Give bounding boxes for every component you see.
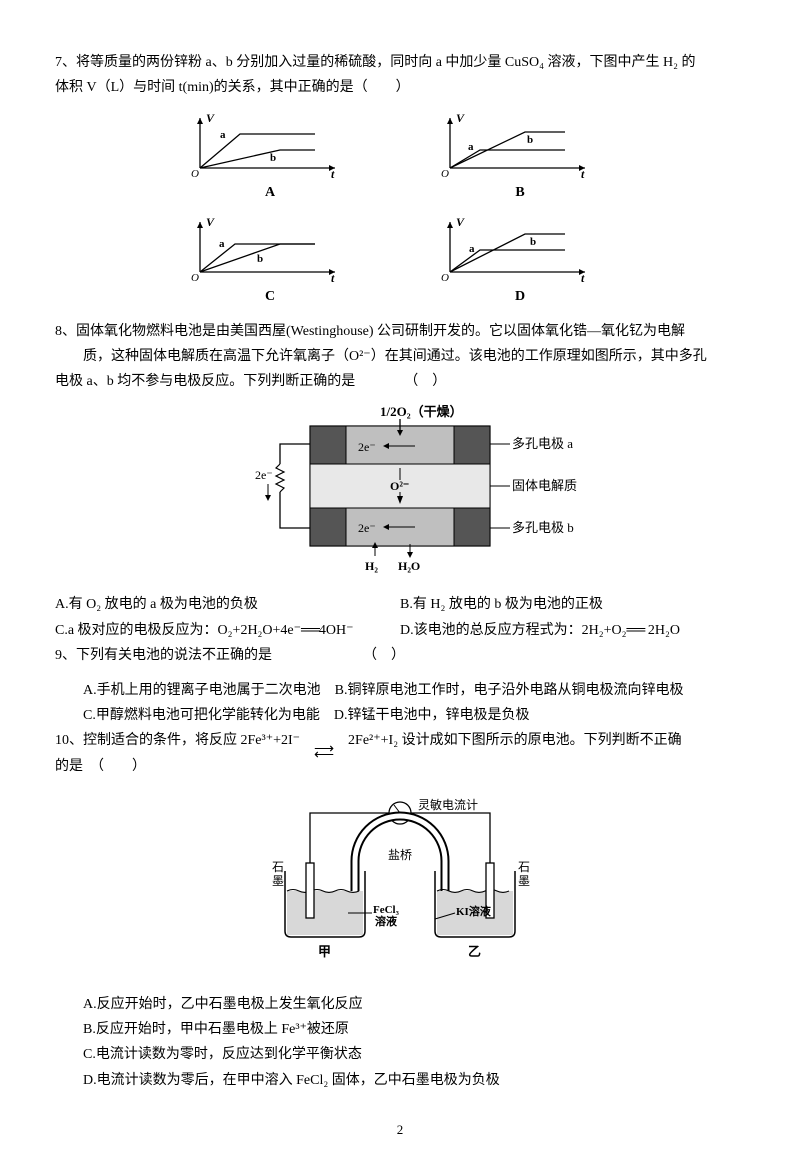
label-fecl3-sol: 溶液 <box>375 914 398 928</box>
label-right-el1: 石 <box>518 860 530 874</box>
label-left-el2: 墨 <box>272 874 284 888</box>
q7-num: 7、 <box>55 55 76 70</box>
svg-text:t: t <box>581 271 585 284</box>
q10-optB: B.反应开始时，甲中石墨电极上 Fe³⁺被还原 <box>55 1017 745 1042</box>
graph-label-C: C <box>165 284 375 309</box>
q7-graphs: V t O a b A V t O a b B <box>165 110 625 308</box>
label-left-2e: 2e⁻ <box>255 468 273 482</box>
q10-num: 10、 <box>55 733 83 748</box>
q9-options-row2: C.甲醇燃料电池可把化学能转化为电能 D.锌锰干电池中，锌电极是负极 <box>55 703 745 728</box>
q10-optA: A.反应开始时，乙中石墨电极上发生氧化反应 <box>55 992 745 1017</box>
q9-optD: D.锌锰干电池中，锌电极是负极 <box>334 708 530 723</box>
q10-stem-1a: 控制适合的条件，将反应 2Fe³⁺+2I⁻ <box>83 733 300 748</box>
q8-stem-2: 质，这种固体电解质在高温下允许氧离子（O²⁻）在其间通过。该电池的工作原理如图所… <box>55 349 707 364</box>
q9-optC: C.甲醇燃料电池可把化学能转化为电能 <box>83 708 320 723</box>
svg-text:O: O <box>191 272 199 284</box>
q9-optB: B.铜锌原电池工作时，电子沿外电路从铜电极流向锌电极 <box>335 683 684 698</box>
q8-diagram: 1/2O₂（干燥） 2e⁻ O²⁻ 2e⁻ H₂ H₂O <box>55 404 745 583</box>
svg-text:V: V <box>456 111 465 125</box>
label-meter: 灵敏电流计 <box>418 797 478 812</box>
q8-optB: B.有 H₂ 放电的 b 极为电池的正极 <box>400 592 745 617</box>
svg-text:a: a <box>219 238 225 250</box>
svg-text:a: a <box>468 141 474 153</box>
label-jia: 甲 <box>318 944 331 959</box>
q8-num: 8、 <box>55 324 76 339</box>
graph-label-D: D <box>415 284 625 309</box>
q8-options-row2: C.a 极对应的电极反应为：O₂+2H₂O+4e⁻══4OH⁻ D.该电池的总反… <box>55 617 745 643</box>
label-left-el1: 石 <box>272 860 284 874</box>
label-electrode-a: 多孔电极 a <box>512 436 573 451</box>
q9-options-row1: A.手机上用的锂离子电池属于二次电池 B.铜锌原电池工作时，电子沿外电路从铜电极… <box>55 678 745 703</box>
graph-A: V t O a b A <box>165 110 375 205</box>
question-10: 10、控制适合的条件，将反应 2Fe³⁺+2I⁻⟶⟵2Fe²⁺+I₂ 设计成如下… <box>55 728 745 778</box>
q8-options-row1: A.有 O₂ 放电的 a 极为电池的负极 B.有 H₂ 放电的 b 极为电池的正… <box>55 592 745 617</box>
q10-optC: C.电流计读数为零时，反应达到化学平衡状态 <box>55 1042 745 1067</box>
q8-optC: C.a 极对应的电极反应为：O₂+2H₂O+4e⁻══4OH⁻ <box>55 617 400 643</box>
svg-text:b: b <box>530 236 536 248</box>
svg-text:V: V <box>456 215 465 229</box>
graph-C: V t O a b C <box>165 214 375 309</box>
q8-stem-1: 固体氧化物燃料电池是由美国西屋(Westinghouse) 公司研制开发的。它以… <box>76 324 685 339</box>
label-h2: H₂ <box>365 559 378 573</box>
label-fecl3: FeCl₃ <box>373 904 400 916</box>
svg-text:O: O <box>441 272 449 284</box>
page-number: 2 <box>55 1118 745 1141</box>
svg-text:a: a <box>469 243 475 255</box>
svg-text:t: t <box>331 271 335 284</box>
q7-stem-1: 将等质量的两份锌粉 a、b 分别加入过量的稀硫酸，同时向 a 中加少量 CuSO… <box>76 55 696 70</box>
q9-num: 9、 <box>55 648 76 663</box>
label-o2: 1/2O₂（干燥） <box>380 404 463 419</box>
label-2e-bot: 2e⁻ <box>358 521 376 535</box>
q10-optD: D.电流计读数为零后，在甲中溶入 FeCl₂ 固体，乙中石墨电极为负极 <box>55 1068 745 1093</box>
axis-x: t <box>331 167 335 180</box>
q8-optA: A.有 O₂ 放电的 a 极为电池的负极 <box>55 592 400 617</box>
label-b: b <box>270 152 276 164</box>
label-oxide: O²⁻ <box>390 479 409 493</box>
q7-stem-2: 体积 V（L）与时间 t(min)的关系，其中正确的是（ ） <box>55 80 410 95</box>
label-right-el2: 墨 <box>518 874 530 888</box>
label-yi: 乙 <box>468 944 481 959</box>
svg-text:b: b <box>257 253 263 265</box>
graph-label-A: A <box>165 180 375 205</box>
question-7: 7、将等质量的两份锌粉 a、b 分别加入过量的稀硫酸，同时向 a 中加少量 Cu… <box>55 50 745 100</box>
label-a: a <box>220 129 226 141</box>
label-ki: KI溶液 <box>456 904 492 918</box>
label-electrode-b: 多孔电极 b <box>512 520 574 535</box>
svg-text:t: t <box>581 167 585 180</box>
q9-stem: 下列有关电池的说法不正确的是 （ ） <box>76 648 405 663</box>
q9-optA: A.手机上用的锂离子电池属于二次电池 <box>83 683 321 698</box>
question-8: 8、固体氧化物燃料电池是由美国西屋(Westinghouse) 公司研制开发的。… <box>55 319 745 395</box>
q8-optD: D.该电池的总反应方程式为：2H₂+O₂══ 2H₂O <box>400 617 745 643</box>
q10-stem-1b: 2Fe²⁺+I₂ 设计成如下图所示的原电池。下列判断不正确 <box>348 733 682 748</box>
svg-text:b: b <box>527 134 533 146</box>
svg-text:O: O <box>441 168 449 180</box>
q10-stem-2: 的是 （ ） <box>55 759 146 774</box>
graph-B: V t O a b B <box>415 110 625 205</box>
label-h2o: H₂O <box>398 559 420 573</box>
origin: O <box>191 168 199 180</box>
q8-stem-3: 电极 a、b 均不参与电极反应。下列判断正确的是 （ ） <box>55 374 446 389</box>
question-9: 9、下列有关电池的说法不正确的是 （ ） <box>55 643 745 668</box>
graph-D: V t O a b D <box>415 214 625 309</box>
label-electrolyte: 固体电解质 <box>512 478 577 493</box>
axis-y: V <box>206 111 215 125</box>
q10-diagram: 灵敏电流计 盐桥 石 墨 石 墨 FeCl₃ 溶液 KI溶液 甲 乙 <box>55 791 745 980</box>
label-2e-top: 2e⁻ <box>358 440 376 454</box>
label-bridge: 盐桥 <box>388 848 412 862</box>
graph-label-B: B <box>415 180 625 205</box>
svg-text:V: V <box>206 215 215 229</box>
